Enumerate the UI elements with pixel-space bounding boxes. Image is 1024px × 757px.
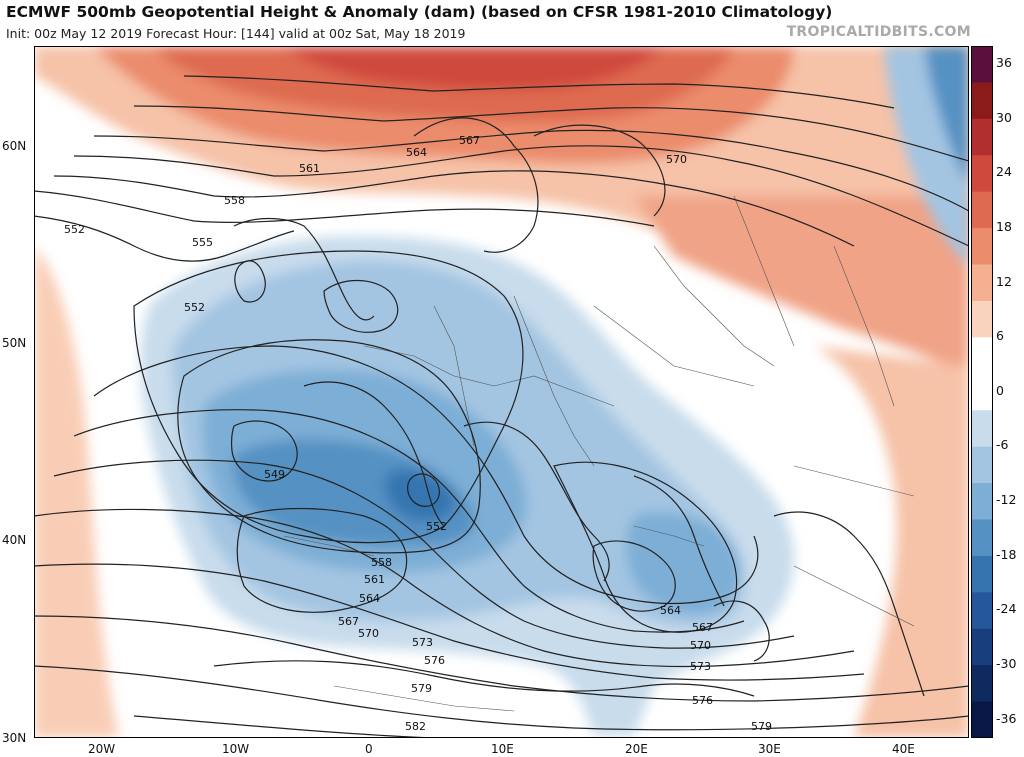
contour-label: 570 (666, 153, 687, 166)
political-borders (283, 195, 915, 712)
lat-label: 30N (2, 731, 27, 745)
contour-label: 567 (692, 621, 713, 634)
map-title: ECMWF 500mb Geopotential Height & Anomal… (6, 3, 833, 21)
colorbar-segment (971, 446, 993, 484)
northeast-trough (884, 46, 969, 266)
lat-label: 60N (2, 139, 27, 153)
contour-label: 573 (412, 636, 433, 649)
contour-label: 561 (364, 573, 385, 586)
site-watermark: TROPICALTIDBITS.COM (786, 24, 971, 40)
colorbar-segment (971, 410, 993, 448)
lon-label: 10W (222, 742, 250, 756)
contour-label: 564 (660, 604, 681, 617)
contour-label: 567 (338, 615, 359, 628)
colorbar-frame (971, 46, 993, 738)
colorbar-segment (971, 300, 993, 338)
contour-label: 582 (405, 720, 426, 733)
lon-label: 10E (491, 742, 514, 756)
colorbar-segment (971, 155, 993, 193)
colorbar-segment (971, 555, 993, 593)
lat-label: 50N (2, 336, 27, 350)
colorbar (971, 46, 993, 739)
contour-label: 576 (692, 694, 713, 707)
contour-label: 564 (359, 592, 380, 605)
contour-label: 564 (406, 146, 427, 159)
colorbar-segment (971, 665, 993, 703)
colorbar-segment (971, 191, 993, 229)
height-contours (34, 75, 969, 738)
contour-label: 570 (690, 639, 711, 652)
map-header: ECMWF 500mb Geopotential Height & Anomal… (0, 0, 1024, 46)
colorbar-tick-label: 18 (996, 218, 1012, 234)
contour-label: 558 (371, 556, 392, 569)
colorbar-tick-label: 12 (996, 273, 1012, 289)
lon-label: 0 (365, 742, 373, 756)
colorbar-tick-label: 0 (996, 382, 1004, 398)
lon-label: 30E (758, 742, 781, 756)
colorbar-segment (971, 228, 993, 266)
colorbar-segment (971, 337, 993, 375)
colorbar-tick-label: -18 (996, 546, 1017, 562)
anomaly-map: 552 555 558 561 564 567 570 552 549 552 … (34, 46, 969, 738)
forecast-info: Init: 00z May 12 2019 Forecast Hour: [14… (6, 26, 466, 41)
colorbar-tick-label: -24 (996, 601, 1017, 617)
colorbar-segment (971, 592, 993, 630)
contour-label: 555 (192, 236, 213, 249)
colorbar-tick-label: -6 (996, 437, 1009, 453)
colorbar-segment (971, 82, 993, 120)
contour-label: 552 (64, 223, 85, 236)
colorbar-tick-label: -36 (996, 710, 1017, 726)
colorbar-tick-label: 36 (996, 55, 1012, 70)
contour-labels: 552 555 558 561 564 567 570 552 549 552 … (64, 134, 772, 733)
contour-label: 579 (411, 682, 432, 695)
colorbar-tick-label: 6 (996, 328, 1004, 344)
positive-anomaly-field (34, 46, 969, 738)
colorbar-segment (971, 264, 993, 302)
contour-label: 573 (690, 660, 711, 673)
colorbar-segment (971, 701, 993, 739)
colorbar-segment (971, 483, 993, 520)
lon-label: 20E (625, 742, 648, 756)
contour-label: 576 (424, 654, 445, 667)
colorbar-tick-label: -30 (996, 655, 1017, 671)
colorbar-segment (971, 519, 993, 557)
contour-label: 561 (299, 162, 320, 175)
contour-label: 552 (184, 301, 205, 314)
contour-label: 549 (264, 468, 285, 481)
contour-label: 567 (459, 134, 480, 147)
contour-label: 579 (751, 720, 772, 733)
colorbar-segment (971, 628, 993, 666)
colorbar-segment (971, 46, 993, 83)
colorbar-segment (971, 118, 993, 156)
contour-label: 552 (426, 520, 447, 533)
lon-label: 20W (88, 742, 116, 756)
lat-label: 40N (2, 533, 27, 547)
colorbar-tick-label: 24 (996, 164, 1012, 180)
negative-anomaly-field (140, 236, 795, 736)
colorbar-segment (971, 373, 993, 411)
colorbar-tick-label: -12 (996, 492, 1017, 508)
lon-label: 40E (892, 742, 915, 756)
contour-label: 558 (224, 194, 245, 207)
contour-label: 570 (358, 627, 379, 640)
colorbar-tick-label: 30 (996, 109, 1012, 125)
